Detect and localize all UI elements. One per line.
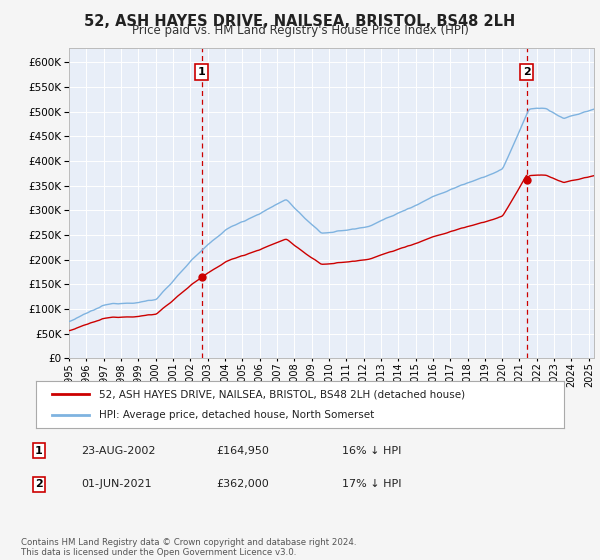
- Text: 23-AUG-2002: 23-AUG-2002: [81, 446, 155, 456]
- Text: 2: 2: [523, 67, 530, 77]
- Text: £164,950: £164,950: [216, 446, 269, 456]
- Text: 52, ASH HAYES DRIVE, NAILSEA, BRISTOL, BS48 2LH: 52, ASH HAYES DRIVE, NAILSEA, BRISTOL, B…: [85, 14, 515, 29]
- Text: 1: 1: [197, 67, 205, 77]
- Text: Contains HM Land Registry data © Crown copyright and database right 2024.
This d: Contains HM Land Registry data © Crown c…: [21, 538, 356, 557]
- Text: 1: 1: [35, 446, 43, 456]
- Text: 52, ASH HAYES DRIVE, NAILSEA, BRISTOL, BS48 2LH (detached house): 52, ASH HAYES DRIVE, NAILSEA, BRISTOL, B…: [100, 389, 466, 399]
- Text: 17% ↓ HPI: 17% ↓ HPI: [342, 479, 401, 489]
- Text: 01-JUN-2021: 01-JUN-2021: [81, 479, 152, 489]
- Text: 16% ↓ HPI: 16% ↓ HPI: [342, 446, 401, 456]
- Text: Price paid vs. HM Land Registry's House Price Index (HPI): Price paid vs. HM Land Registry's House …: [131, 24, 469, 37]
- Text: HPI: Average price, detached house, North Somerset: HPI: Average price, detached house, Nort…: [100, 410, 374, 420]
- Text: £362,000: £362,000: [216, 479, 269, 489]
- Text: 2: 2: [35, 479, 43, 489]
